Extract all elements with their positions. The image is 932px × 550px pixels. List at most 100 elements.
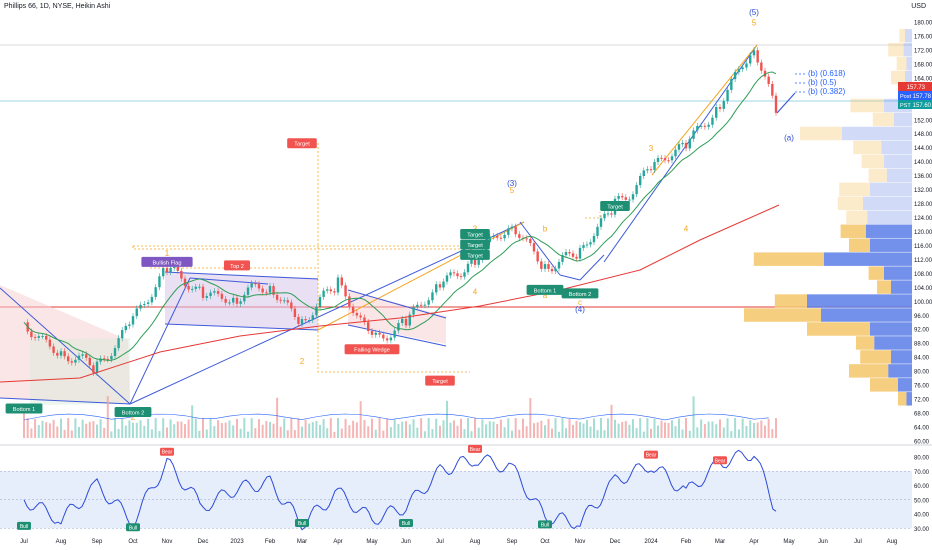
volume-bar [326, 428, 329, 438]
volume-profile-bar-up [868, 266, 884, 280]
volume-bar [536, 422, 539, 438]
price-tick-label: 124.00 [914, 216, 932, 222]
candle-body [547, 264, 550, 269]
volume-bar [217, 420, 220, 438]
volume-profile-bar-down [867, 210, 912, 224]
candle-body [529, 238, 532, 244]
candle-body [257, 284, 261, 289]
volume-bar [374, 429, 377, 438]
volume-bar [678, 418, 680, 438]
volume-profile-bar-up [850, 98, 884, 113]
annotation-tag-text: Target [432, 379, 448, 385]
volume-profile-bar-down [906, 56, 912, 71]
volume-bar [674, 426, 677, 438]
price-tick-label: 180.00 [914, 21, 932, 27]
candle-body [74, 359, 77, 363]
volume-bar [132, 422, 134, 438]
volume-bar [589, 426, 592, 438]
annotation-tag [561, 288, 599, 299]
oscillator-tick-label: 50.00 [914, 498, 930, 504]
candle-body [554, 268, 557, 272]
candle-body [311, 315, 314, 320]
oscillator-line [23, 449, 777, 531]
volume-bar [198, 430, 201, 438]
candle-body [154, 287, 157, 297]
volume-profile-bar-down [842, 126, 912, 141]
candle-body [653, 161, 656, 170]
volume-bar [628, 424, 631, 438]
volume-bar [258, 419, 260, 438]
annotation-tag-text: Target [294, 142, 310, 148]
volume-profile-bar-down [884, 266, 912, 280]
x-tick-label: Sep [507, 539, 518, 545]
candle-body [300, 318, 304, 324]
trend-line [579, 254, 605, 281]
candle-body [370, 331, 374, 335]
candle-body [737, 69, 741, 73]
oscillator-tag [468, 444, 482, 453]
volume-bar [667, 423, 670, 438]
trend-line [164, 271, 319, 280]
last-price-value: 157.73 [907, 85, 926, 91]
volume-bar [745, 425, 748, 438]
x-tick-label: Apr [333, 539, 342, 545]
volume-bar [726, 418, 729, 438]
volume-bar [344, 418, 347, 438]
volume-bar [301, 426, 303, 438]
candle-body [290, 302, 293, 309]
candle-body [187, 285, 190, 290]
candle-body [265, 292, 268, 294]
candle-body [103, 358, 106, 360]
price-tick-label: 176.00 [914, 34, 932, 40]
candle-body [416, 304, 419, 308]
x-tick-label: Sep [92, 539, 103, 545]
x-tick-label: Nov [575, 539, 586, 545]
candle-body [525, 238, 528, 240]
x-tick-label: May [366, 539, 377, 545]
volume-bar [703, 424, 706, 438]
candle-body [333, 291, 336, 293]
volume-bar [565, 428, 567, 438]
candle-body [363, 317, 366, 323]
fib-target-label: (b) (0.618) [808, 69, 846, 78]
candle-body [158, 276, 161, 288]
candle-body [438, 284, 442, 288]
candle-body [162, 268, 165, 277]
candle-body [756, 50, 759, 63]
volume-bar [749, 420, 752, 438]
candle-body [412, 307, 415, 315]
candle-body [359, 315, 362, 318]
volume-bar [561, 418, 564, 438]
volume-bar [470, 431, 473, 438]
candle-body [642, 170, 645, 177]
candle-body [293, 308, 297, 318]
volume-bar [85, 423, 88, 438]
volume-bar [393, 419, 396, 438]
candle-body [378, 332, 381, 335]
candle-body [393, 330, 396, 338]
annotation-tag [600, 201, 630, 212]
volume-bar [681, 429, 684, 438]
candle-body [696, 126, 699, 131]
price-tick-label: 84.00 [914, 356, 930, 362]
volume-bar [78, 426, 80, 438]
volume-bar [166, 427, 168, 438]
volume-bar [340, 428, 343, 438]
candle-body [88, 357, 91, 366]
wave-label: 4 [473, 287, 478, 296]
candle-body [507, 228, 510, 235]
candle-body [239, 301, 242, 304]
price-tick-label: 96.00 [914, 314, 930, 320]
price-tick-label: 64.00 [914, 426, 930, 432]
volume-bar [423, 431, 426, 438]
oscillator-tag-text: Bear [470, 447, 481, 453]
volume-bar [664, 422, 666, 438]
annotation-tag-text: Top 2 [230, 264, 244, 270]
candle-body [711, 117, 714, 125]
candle-body [745, 63, 748, 68]
price-tick-label: 144.00 [914, 146, 932, 152]
oscillator-tag-text: Bull [20, 524, 28, 530]
candle-body [146, 302, 150, 304]
volume-bar [610, 404, 613, 438]
